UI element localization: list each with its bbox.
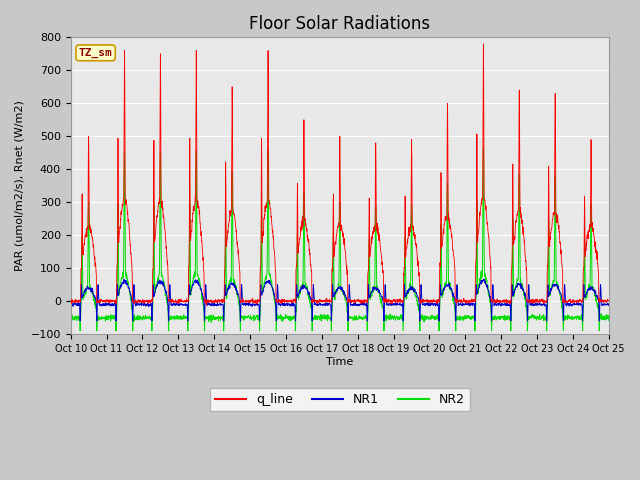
Title: Floor Solar Radiations: Floor Solar Radiations: [249, 15, 430, 33]
NR1: [217, 301, 225, 307]
NR2: [479, 144, 487, 150]
NR1: [76, 318, 84, 324]
Legend: q_line, NR1, NR2: q_line, NR1, NR2: [210, 388, 470, 411]
NR1: [497, 302, 504, 308]
Line: NR2: NR2: [70, 147, 609, 331]
NR1: [605, 301, 612, 307]
Line: NR1: NR1: [70, 279, 609, 321]
NR2: [558, 301, 566, 307]
X-axis label: Time: Time: [326, 357, 353, 367]
NR1: [367, 290, 375, 296]
q_line: [573, 300, 580, 306]
NR2: [573, 316, 580, 322]
NR2: [355, 313, 363, 319]
NR1: [355, 301, 363, 307]
NR1: [573, 301, 580, 307]
Y-axis label: PAR (umol/m2/s), Rnet (W/m2): PAR (umol/m2/s), Rnet (W/m2): [15, 100, 25, 271]
NR2: [76, 328, 84, 334]
q_line: [217, 297, 225, 303]
q_line: [67, 300, 74, 305]
Text: TZ_sm: TZ_sm: [79, 48, 113, 58]
q_line: [367, 243, 375, 249]
NR1: [67, 301, 74, 307]
NR2: [67, 314, 74, 320]
q_line: [558, 259, 566, 264]
NR2: [605, 318, 612, 324]
NR2: [497, 317, 504, 323]
NR2: [217, 314, 225, 320]
q_line: [479, 41, 487, 47]
q_line: [355, 298, 363, 304]
NR2: [367, 294, 375, 300]
NR1: [558, 295, 566, 301]
Line: q_line: q_line: [70, 44, 609, 305]
q_line: [497, 300, 504, 305]
q_line: [605, 298, 612, 304]
q_line: [203, 302, 211, 308]
NR1: [480, 276, 488, 282]
